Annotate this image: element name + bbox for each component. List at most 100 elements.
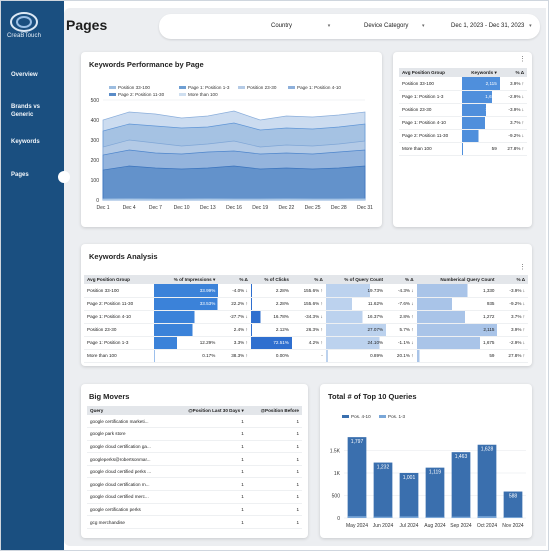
bar-pos-1-3[interactable] [425,516,445,518]
table-row[interactable]: Page 2: Position 11-30 33.53% 22.2% ↑ 2.28%… [84,297,528,311]
device-category-filter[interactable]: Device Category ▾ [364,23,425,29]
table-row[interactable]: Page 2: Position 11-30 935 -9.2% ↓ [399,129,527,143]
y-tick-label: 300 [91,138,100,144]
bar-pos-1-3[interactable] [477,516,497,518]
table-row[interactable]: Position 33-100 33.99% -4.0% ↓ 2.28% 155.6% … [84,284,528,298]
table-row[interactable]: google certification marketi... 1 1 [87,415,302,429]
numerical-query-count-cell: 1,272 [416,310,498,324]
delta-cell: 155.6% ↑ [291,284,326,298]
col-header[interactable]: % of Impressions ▾ [154,275,219,284]
nav-pages[interactable]: Pages [11,172,29,178]
col-header[interactable]: Query [87,406,171,415]
date-range-filter[interactable]: Dec 1, 2023 - Dec 31, 2023 ▾ [451,23,532,29]
bar-pos-4-10[interactable] [503,491,523,518]
position-before-cell: 1 [246,490,302,504]
bar-pos-4-10[interactable] [399,472,419,518]
query-count-cell: 27.07% [325,323,387,337]
col-header[interactable]: @Position Before [246,406,302,415]
col-header[interactable]: Numberical Query Count [416,275,498,284]
col-header[interactable]: % of Clicks [250,275,292,284]
table-row[interactable]: google certification perks 1 1 [87,503,302,517]
col-header[interactable]: % Δ [386,275,417,284]
bar-pos-4-10[interactable] [425,467,445,518]
table-row[interactable]: More than 100 0.17% 38.3% ↑ 0.00% -0.89% 20.1… [84,349,528,363]
sort-icon: ▾ [241,407,244,413]
bar-pos-1-3[interactable] [373,516,393,518]
area-series[interactable] [102,165,366,201]
bar-pos-4-10[interactable] [373,462,393,518]
keywords-analysis-table: Avg Position Group% of Impressions ▾% Δ%… [84,275,528,363]
more-options-icon[interactable]: ⋮ [519,264,526,271]
position-last-30-cell: 1 [170,440,247,454]
table-row[interactable]: Page 1: Position 1-3 12.29% 3.3% ↑ 72.51% 4.… [84,336,528,350]
keywords-count-cell: 2,115 [461,77,500,91]
x-tick-label: Dec 28 [331,205,347,211]
more-options-icon[interactable]: ⋮ [519,56,526,63]
col-header[interactable]: Avg Position Group [84,275,155,284]
impressions-cell: 21.45% [154,310,219,324]
delta-cell: - [291,349,326,363]
bar-pos-1-3[interactable] [503,517,523,518]
country-filter[interactable]: Country ▾ [271,23,330,29]
col-header[interactable]: Keywords ▾ [461,68,500,77]
keywords-analysis-title: Keywords Analysis [89,252,158,261]
table-row[interactable]: More than 100 59 27.8% ↑ [399,142,527,156]
nav-overview[interactable]: Overview [11,72,38,78]
delta-cell: -34.3% ↓ [291,310,326,324]
nav-brands-vs-generic[interactable]: Brands vs Generic [11,104,41,118]
bar-pos-4-10[interactable] [477,444,497,518]
col-header[interactable]: % of Query Count [325,275,387,284]
query-cell: googleperks@robertsonmar... [87,452,171,466]
col-header[interactable]: @Position Last 30 Days ▾ [170,406,247,415]
table-row[interactable]: Page 1: Position 4-10 21.45% -27.7% ↓ 16.78… [84,310,528,324]
position-before-cell: 1 [246,477,302,492]
col-header[interactable]: % Δ [497,275,528,284]
impressions-cell: 33.99% [154,284,219,298]
query-count-cell: 24.10% [325,336,387,350]
nav-keywords[interactable]: Keywords [11,139,40,145]
table-row[interactable]: google cloud certified merc... 1 1 [87,490,302,504]
x-tick-label: Aug 2024 [424,523,446,529]
bar-pos-1-3[interactable] [451,516,471,518]
table-row[interactable]: gcg merchandise 1 1 [87,515,302,529]
clicks-cell: 2.28% [250,297,292,311]
delta-cell: -9.2% ↓ [499,129,527,143]
top10-bar-chart: 0 500 1K 1.5K 1,797 May 2024 1,232 Jun 2024 1,00… [330,437,526,529]
y-tick-label: 500 [91,98,100,104]
x-tick-label: Dec 10 [174,205,190,211]
table-row[interactable]: Page 1: Position 1-3 1,675 -2.9% ↓ [399,90,527,104]
top10-queries-title: Total # of Top 10 Queries [328,392,417,401]
position-group-cell: Position 33-100 [84,284,155,298]
table-row[interactable]: Position 23-30 20.28% 2.4% ↑ 2.12% 26.3% ↑ 27… [84,323,528,337]
avg-position-table: Avg Position Group Keywords ▾ % Δ Positi… [399,68,527,156]
position-before-cell: 1 [246,515,302,529]
bar-pos-4-10[interactable] [347,437,367,518]
table-row[interactable]: google cloud certified perks ... 1 1 [87,465,302,479]
position-group-cell: Page 1: Position 4-10 [84,310,155,324]
area-series[interactable] [102,198,366,201]
x-tick-label: Dec 19 [252,205,268,211]
position-group-cell: More than 100 [84,349,155,363]
table-row[interactable]: googleperks@robertsonmar... 1 1 [87,452,302,466]
col-header[interactable]: % Δ [499,68,527,77]
position-before-cell: 1 [246,452,302,466]
keywords-count-cell: 59 [461,142,500,156]
position-before-cell: 1 [246,465,302,479]
bar-pos-4-10[interactable] [451,452,471,518]
table-row[interactable]: Position 33-100 2,115 3.9% ↑ [399,77,527,91]
table-row[interactable]: google park store 1 1 [87,427,302,441]
bar-pos-1-3[interactable] [399,516,419,518]
delta-cell: 3.9% ↑ [497,323,528,337]
delta-cell: -27.7% ↓ [218,310,251,324]
table-row[interactable]: google cloud certification ga... 1 1 [87,440,302,454]
bar-data-label: 588 [509,494,518,500]
col-header[interactable]: % Δ [291,275,326,284]
bar-pos-1-3[interactable] [347,516,367,518]
col-header[interactable]: % Δ [218,275,251,284]
table-row[interactable]: Position 23-30 1,330 -3.9% ↓ [399,103,527,117]
table-row[interactable]: Page 1: Position 4-10 1,272 3.7% ↑ [399,116,527,130]
col-header[interactable]: Avg Position Group [399,68,462,77]
table-row[interactable]: google cloud certification m... 1 1 [87,477,302,492]
position-group-cell: More than 100 [399,142,462,156]
filter-bar: Country ▾ Device Category ▾ Dec 1, 2023 … [159,14,540,39]
